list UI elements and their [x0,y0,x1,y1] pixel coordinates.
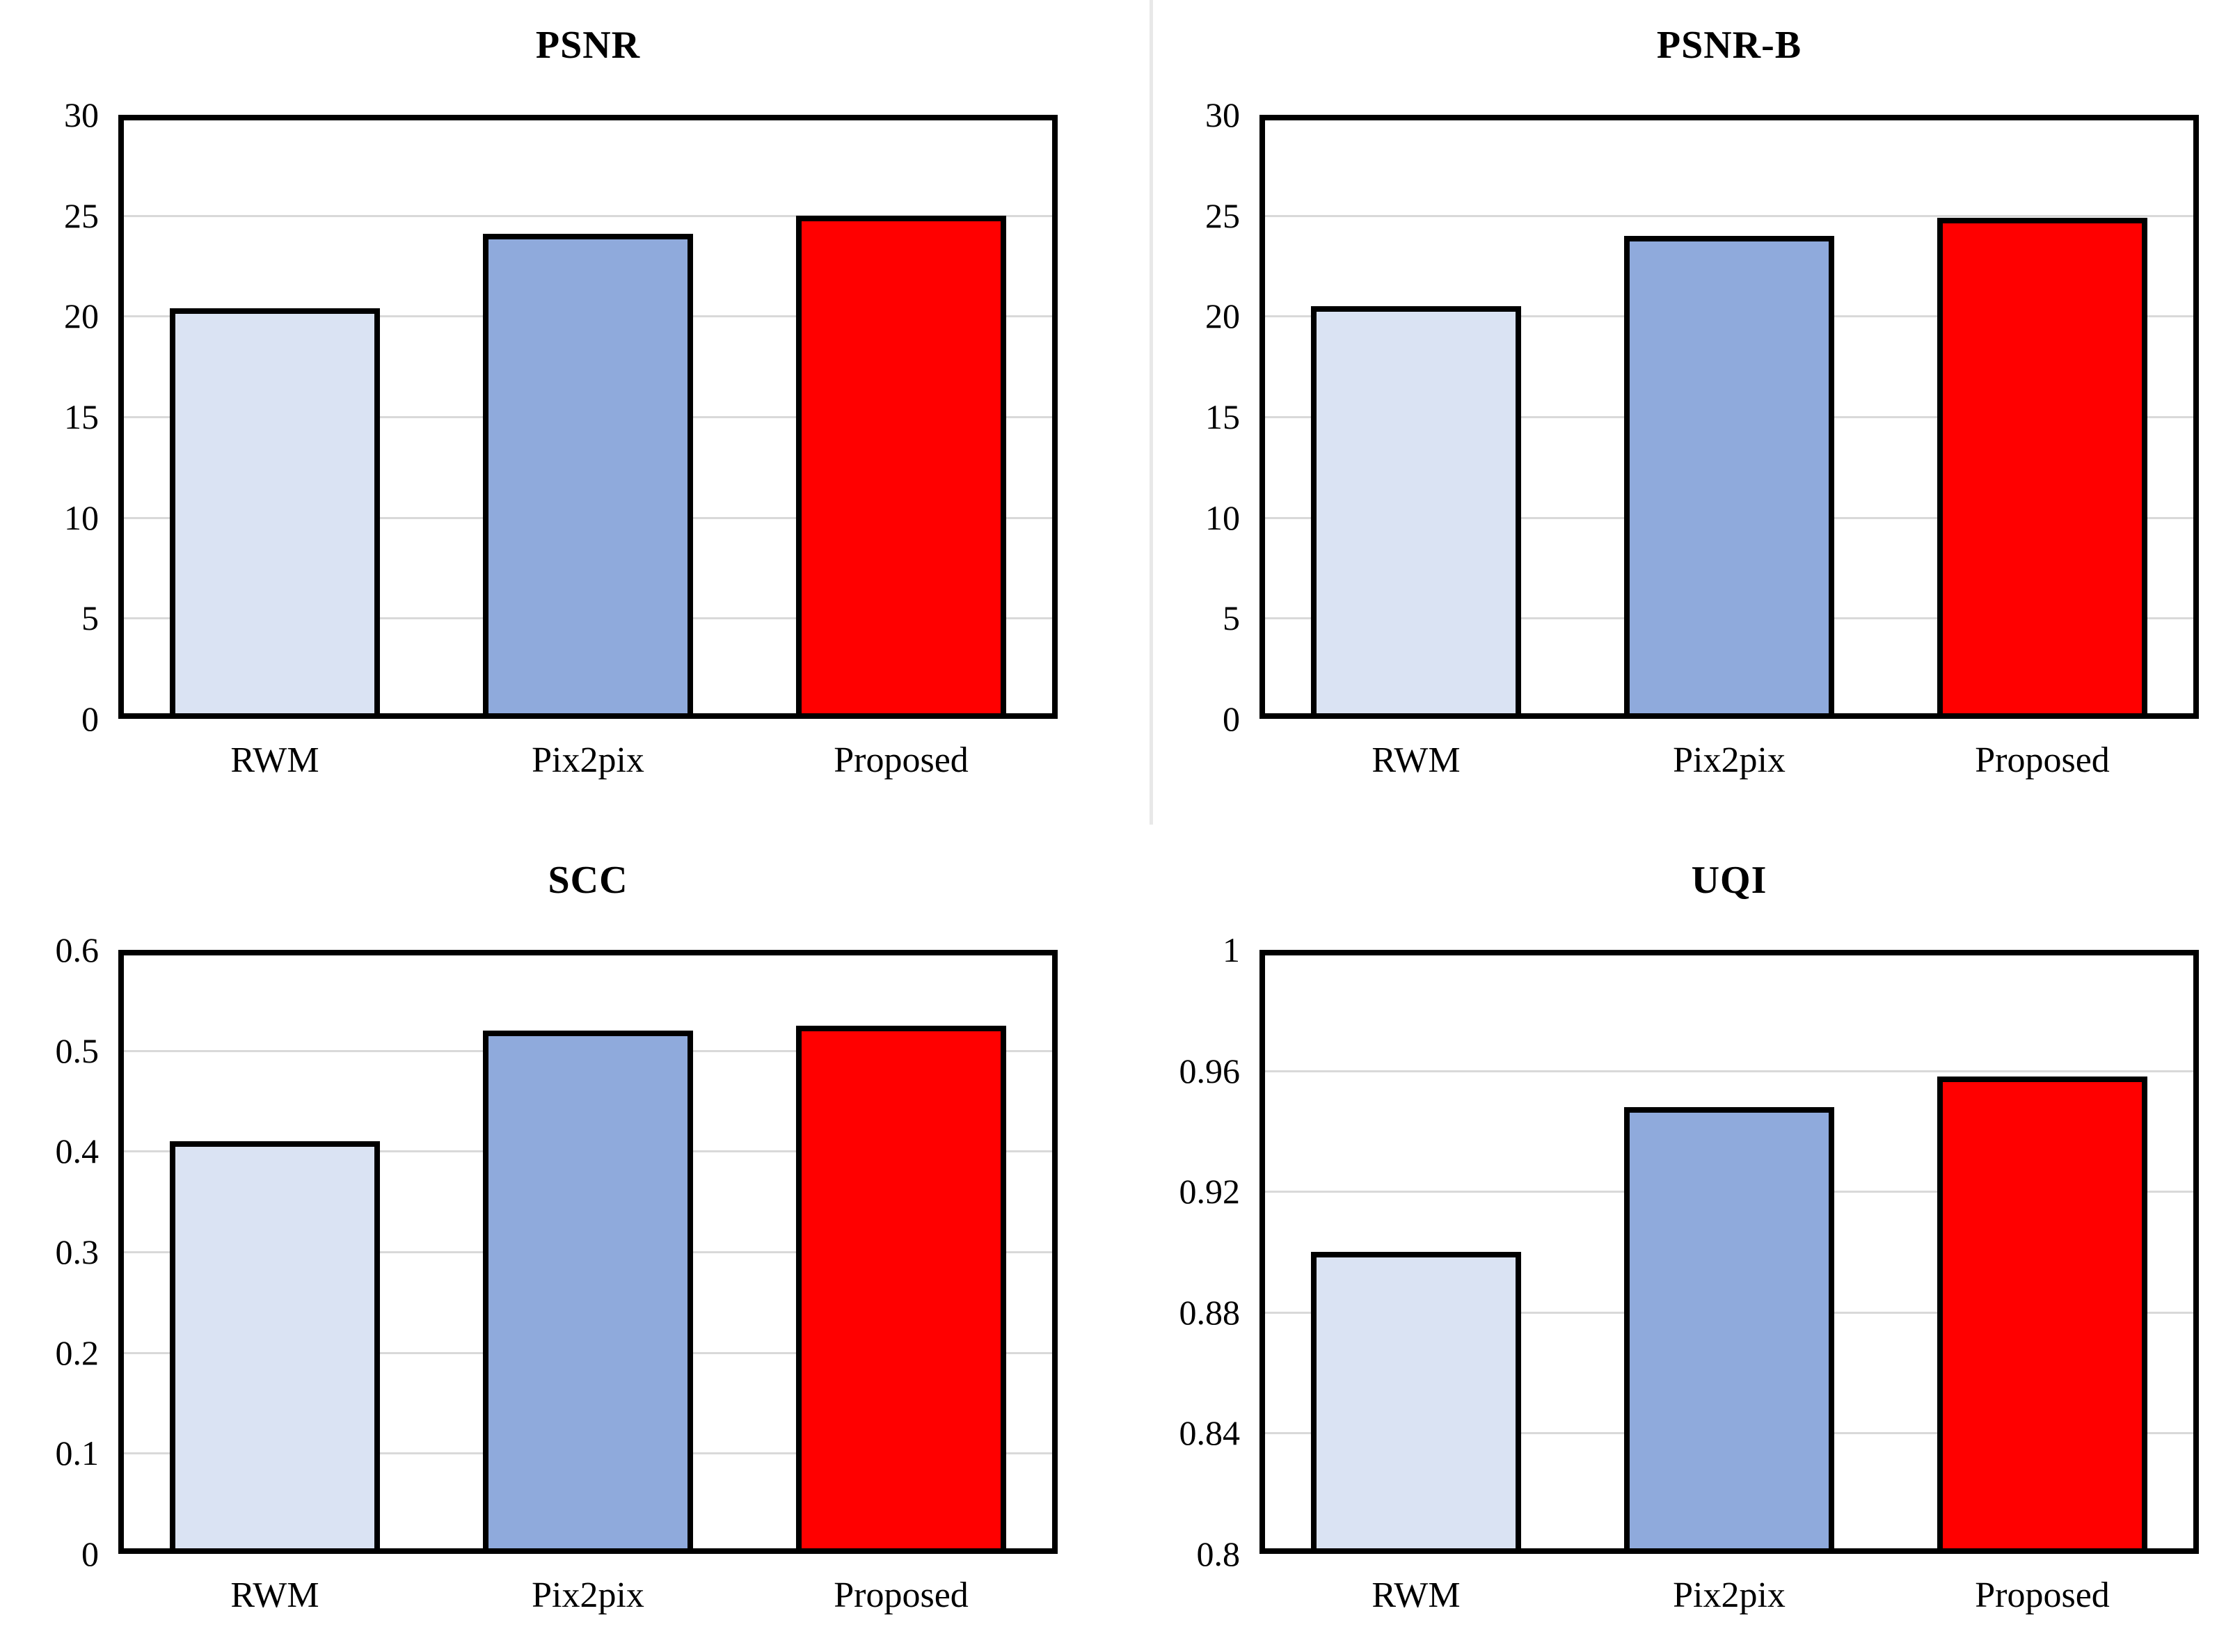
y-tick-label: 0.1 [55,1433,100,1473]
chart-title: SCC [548,859,628,902]
y-tick-label: 30 [64,95,99,134]
y-tick-label: 0.4 [55,1131,100,1171]
gridline [1259,1070,2199,1072]
y-tick-label: 0.8 [1196,1534,1241,1573]
y-tick-label: 0.96 [1179,1051,1241,1090]
x-category-label: RWM [1372,740,1461,780]
x-category-label: Pix2pix [1673,740,1786,780]
chart-panel-psnr: PSNR 0 5 10 15 20 25 30 RWM Pix2pix Proposed [14,10,1079,818]
x-category-label: Proposed [834,1575,969,1615]
y-tick-label: 15 [1205,397,1240,436]
y-tick-label: 10 [64,498,99,537]
panel-divider [1150,0,1153,825]
y-tick-label: 0.88 [1179,1292,1241,1332]
bar-proposed [1937,1077,2147,1554]
y-tick-label: 0.84 [1179,1413,1241,1453]
bar-pix2pix [1624,235,1834,719]
x-category-label: Proposed [834,740,969,780]
chart-title: UQI [1691,859,1767,902]
bar-rwm [1311,305,1521,719]
plot-area: 0 5 10 15 20 25 30 RWM Pix2pix Proposed [14,10,1079,818]
bar-proposed [796,215,1006,719]
chart-panel-uqi: UQI 0.8 0.84 0.88 0.92 0.96 1 RWM Pix2pix Propos… [1155,845,2220,1652]
y-tick-label: 0.92 [1179,1172,1241,1212]
bar-pix2pix [483,233,693,719]
plot-area: 0.8 0.84 0.88 0.92 0.96 1 RWM Pix2pix Proposed [1155,845,2220,1652]
plot-area: 0 5 10 15 20 25 30 RWM Pix2pix Proposed [1155,10,2220,818]
y-tick-label: 0.5 [55,1031,100,1070]
y-tick-label: 10 [1205,498,1240,537]
chart-title: PSNR [535,24,641,67]
bar-rwm [170,1141,380,1554]
y-tick-label: 20 [64,296,99,336]
chart-title: PSNR-B [1656,24,1802,67]
bar-proposed [1937,217,2147,719]
y-tick-label: 5 [1223,598,1240,638]
x-category-label: Proposed [1975,1575,2110,1615]
chart-panel-scc: SCC 0 0.1 0.2 0.3 0.4 0.5 0.6 RWM Pix2pix Propose… [14,845,1079,1652]
bar-rwm [1311,1252,1521,1554]
y-tick-label: 0 [1223,699,1240,738]
x-category-label: Pix2pix [532,1575,644,1615]
bar-proposed [796,1025,1006,1554]
y-tick-label: 0 [81,1534,99,1573]
x-category-label: Pix2pix [1673,1575,1786,1615]
y-tick-label: 20 [1205,296,1240,336]
x-category-label: RWM [230,1575,319,1615]
y-tick-label: 1 [1223,930,1240,969]
x-category-label: Proposed [1975,740,2110,780]
chart-panel-psnr-b: PSNR-B 0 5 10 15 20 25 30 RWM Pix2pix Proposed [1155,10,2220,818]
y-tick-label: 5 [81,598,99,638]
y-tick-label: 15 [64,397,99,436]
x-category-label: Pix2pix [532,740,644,780]
y-tick-label: 0.6 [55,930,100,969]
y-tick-label: 0 [81,699,99,738]
bar-pix2pix [483,1030,693,1554]
bar-pix2pix [1624,1106,1834,1554]
x-category-label: RWM [230,740,319,780]
y-tick-label: 0.2 [55,1333,100,1372]
y-tick-label: 25 [64,196,99,235]
gridline [1259,214,2199,217]
y-tick-label: 0.3 [55,1232,100,1271]
bar-rwm [170,308,380,719]
y-tick-label: 25 [1205,196,1240,235]
plot-area: 0 0.1 0.2 0.3 0.4 0.5 0.6 RWM Pix2pix Proposed [14,845,1079,1652]
gridline [118,214,1058,217]
x-category-label: RWM [1372,1575,1461,1615]
y-tick-label: 30 [1205,95,1240,134]
